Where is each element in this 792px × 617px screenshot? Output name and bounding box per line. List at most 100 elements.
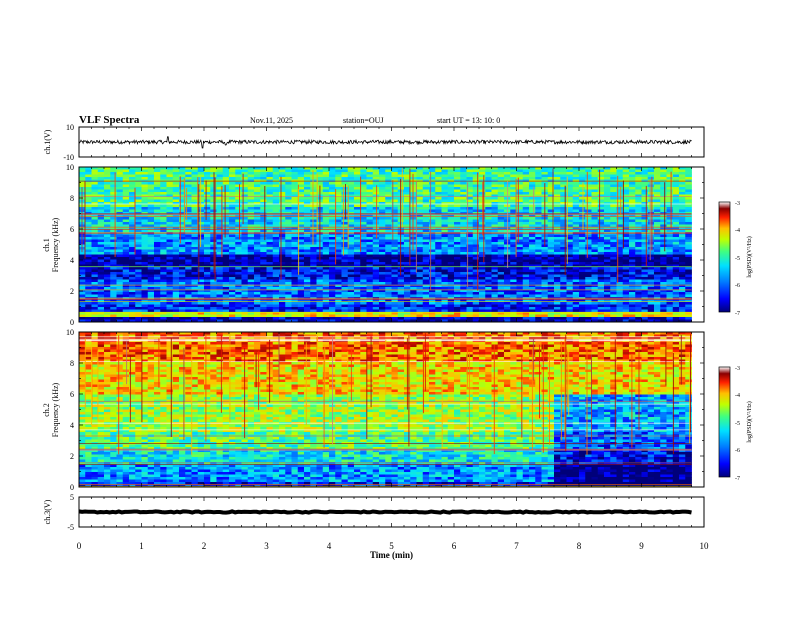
ch1-spec-cell <box>285 239 292 243</box>
ch1-spec-cell <box>435 272 442 275</box>
ch1-spec-cell <box>372 192 380 195</box>
ch1-spec-cell <box>622 252 630 255</box>
ch1-spec-cell <box>254 279 261 283</box>
ch1-spec-cell <box>122 267 130 270</box>
ch1-spec-cell <box>585 182 592 185</box>
ch1-spec-cell <box>191 289 199 293</box>
ch1-spec-cell <box>79 172 86 175</box>
ch1-spec-cell <box>572 219 580 223</box>
ch1-spec-cell <box>279 224 286 228</box>
ch1-spec-cell <box>310 242 317 245</box>
ch1-spec-cell <box>272 199 280 203</box>
ch1-spec-cell <box>447 269 455 273</box>
ch1-spec-cell <box>229 199 236 203</box>
ch1-spec-cell <box>629 269 636 273</box>
ch1-spec-cell <box>285 209 292 213</box>
ch1-spec-cell <box>360 269 367 273</box>
ch1-spec-cell <box>554 249 561 253</box>
ch1-spec-cell <box>147 192 155 195</box>
ch1-spec-cell <box>510 257 517 260</box>
ch1-spec-cell <box>135 227 142 230</box>
ch1-spec-cell <box>141 199 149 203</box>
ch1-spec-cell <box>497 247 505 250</box>
ch1-spec-cell <box>304 247 311 250</box>
ch1-spec-cell <box>579 284 586 288</box>
ch1-spec-cell <box>360 192 367 195</box>
ch1-spec-cell <box>254 172 261 175</box>
ch1-spec-cell <box>122 192 130 195</box>
ch1-spec-cell <box>241 194 249 198</box>
ch1-spec-cell <box>666 197 674 200</box>
ch1-spec-cell <box>235 167 242 170</box>
ch1-spec-cell <box>441 199 449 203</box>
ch1-spec-cell <box>272 269 280 273</box>
ch1-spec-cell <box>529 282 536 285</box>
ch1-spec-cell <box>235 199 242 203</box>
ch1-spec-cell <box>472 269 480 273</box>
ch1-spec-cell <box>485 274 492 278</box>
ch1-spec-cell <box>591 277 599 280</box>
ch1-spec-cell <box>391 174 399 178</box>
ch1-spec-cell <box>516 197 524 200</box>
ch1-spec-cell <box>116 189 124 193</box>
ch1-spec-cell <box>279 202 286 205</box>
ch1-spec-cell <box>647 174 655 178</box>
ch1-spec-cell <box>235 239 242 243</box>
ch1-spec-cell <box>85 237 92 240</box>
ch1-spec-cell <box>591 234 599 238</box>
ch1-spec-cell <box>141 254 149 258</box>
ch1-spec-cell <box>641 237 649 240</box>
ch1-spec-cell <box>435 242 442 245</box>
ch1-spec-cell <box>91 272 99 275</box>
ch1-spec-cell <box>372 189 380 193</box>
ch1-spec-cell <box>460 259 467 263</box>
ch1-spec-cell <box>472 227 480 230</box>
ch1-spec-cell <box>141 289 149 293</box>
ch1-spec-cell <box>329 244 336 248</box>
ch1-spec-cell <box>291 257 299 260</box>
ch1-spec-cell <box>497 289 505 293</box>
ch1-spec-cell <box>341 219 349 223</box>
ch1-spec-cell <box>347 222 355 225</box>
ch1-spec-cell <box>110 292 117 295</box>
ch1-spec-cell <box>529 204 536 208</box>
ch1-spec-cell <box>585 262 592 265</box>
ch1-spec-cell <box>604 289 611 293</box>
ch1-spec-cell <box>572 239 580 243</box>
ch1-spec-cell <box>104 284 111 288</box>
ch1-spec-cell <box>279 284 286 288</box>
ch1-spec-cell <box>566 242 574 245</box>
ch1-spec-cell <box>260 172 267 175</box>
ch1-spec-cell <box>522 259 530 263</box>
ch1-spec-cell <box>229 244 236 248</box>
ch1-spec-cell <box>360 184 367 188</box>
ch1-spec-cell <box>216 242 224 245</box>
ch1-spec-cell <box>522 207 530 210</box>
ch1-spec-cell <box>510 174 517 178</box>
ch1-spec-cell <box>260 257 267 260</box>
ch1-spec-cell <box>566 219 574 223</box>
ch1-spec-cell <box>585 169 592 173</box>
ch1-spec-cell <box>604 207 611 210</box>
ch1-spec-cell <box>116 177 124 180</box>
ch1-spec-cell <box>216 284 224 288</box>
ch1-spec-cell <box>491 229 499 233</box>
ch1-spec-cell <box>191 217 199 220</box>
ch1-spec-cell <box>304 169 311 173</box>
ch1-spec-cell <box>491 174 499 178</box>
ch1-spec-cell <box>285 174 292 178</box>
ch1-spec-cell <box>435 259 442 263</box>
ch1-spec-cell <box>404 234 411 238</box>
ch1-spec-cell <box>110 207 117 210</box>
ch1-spec-cell <box>404 259 411 263</box>
ch1-spec-cell <box>535 202 542 205</box>
ch1-spec-cell <box>410 214 417 218</box>
ch1-spec-cell <box>91 204 99 208</box>
ch1-spec-cell <box>322 174 330 178</box>
ch1-spec-cell <box>154 262 161 265</box>
ch1-spec-cell <box>497 274 505 278</box>
ch1-spec-cell <box>547 292 555 295</box>
ch1-spec-cell <box>329 269 336 273</box>
ch1-spec-cell <box>154 257 161 260</box>
ch1-spec-cell <box>660 279 667 283</box>
